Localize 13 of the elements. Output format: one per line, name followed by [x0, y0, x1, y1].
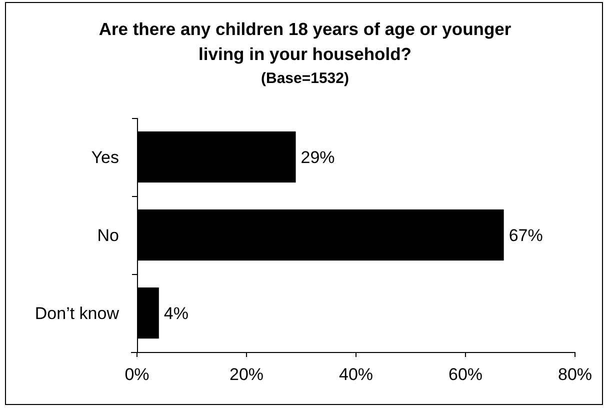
y-tick-label: No — [97, 226, 119, 245]
data-label: 4% — [164, 304, 188, 323]
x-tick-label: 0% — [124, 365, 150, 384]
x-tick-label: 20% — [229, 365, 264, 384]
x-tick-label: 80% — [558, 365, 592, 384]
data-label: 67% — [508, 226, 543, 245]
x-tick-label: 60% — [448, 365, 483, 384]
x-tick-label: 40% — [338, 365, 374, 384]
chart-title: Are there any children 18 years of age or younger living in your household? — [98, 19, 512, 64]
data-label: 29% — [300, 148, 335, 167]
chart-subtitle: (Base=1532) — [261, 70, 349, 87]
y-tick-label: Yes — [91, 148, 119, 167]
y-tick-label: Don’t know — [34, 304, 120, 323]
